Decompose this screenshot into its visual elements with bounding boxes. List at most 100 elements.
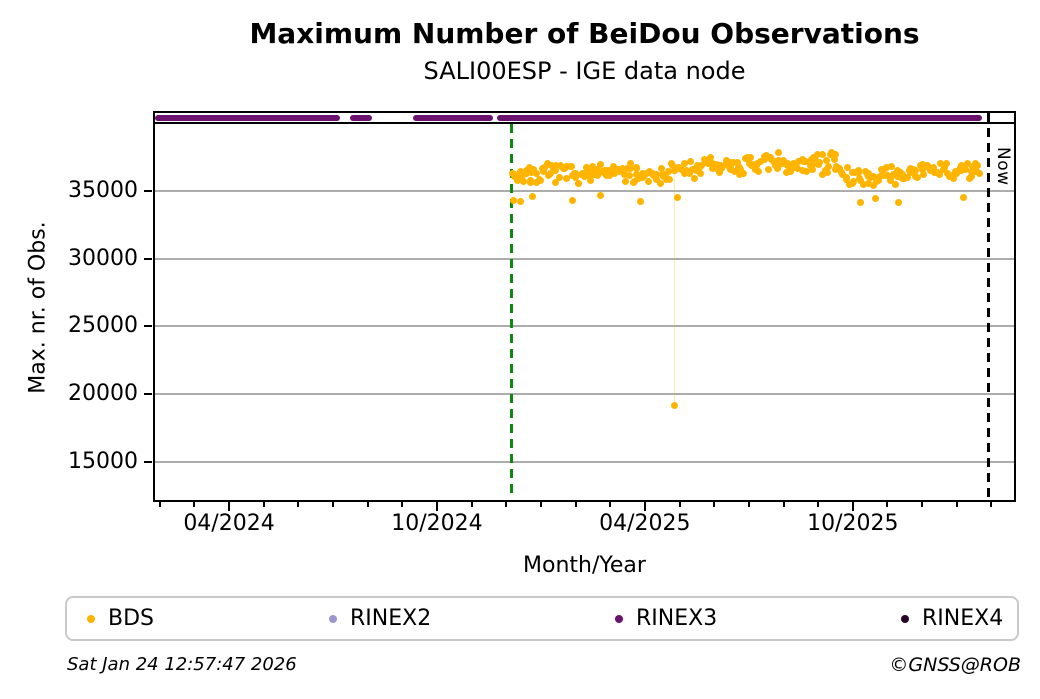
bds-point (708, 164, 716, 172)
bds-point (819, 170, 827, 178)
bds-point (818, 151, 826, 159)
x-major-tick (435, 502, 438, 511)
bds-point (610, 170, 618, 178)
bds-point (697, 169, 705, 177)
bds-point (707, 153, 715, 161)
x-minor-tick (886, 502, 889, 507)
bds-point (882, 164, 890, 172)
bds-point (519, 172, 527, 180)
y-tick (144, 257, 152, 260)
y-tick (144, 461, 152, 464)
bds-point (856, 176, 864, 184)
x-minor-tick (331, 502, 334, 507)
rinex-strip-segment (155, 115, 341, 121)
bds-point (836, 165, 844, 173)
bds-point (583, 167, 591, 175)
bds-point (656, 179, 664, 187)
legend-item-bds: BDS (87, 598, 154, 639)
bds-point (511, 172, 519, 180)
bds-point (727, 166, 735, 174)
bds-point (681, 159, 689, 167)
y-tick-label: 35000 (68, 177, 138, 203)
bds-point (869, 173, 877, 181)
legend-label-rinex2: RINEX2 (350, 606, 432, 631)
bds-point (787, 167, 795, 175)
bds-point (857, 198, 865, 206)
bds-point (940, 166, 948, 173)
bds-point (765, 165, 773, 173)
x-minor-tick (609, 502, 612, 507)
bds-point (859, 180, 867, 188)
legend-label-bds: BDS (108, 606, 154, 631)
bds-point (824, 168, 832, 176)
bds-point (743, 154, 751, 162)
bds-point (593, 172, 601, 180)
bds-point (690, 175, 698, 183)
x-minor-tick (401, 502, 404, 507)
bds-point (527, 176, 535, 184)
bds-point (962, 166, 970, 174)
bds-point (888, 162, 896, 170)
bds-point (731, 167, 739, 175)
bds-point (842, 175, 850, 183)
bds-point (844, 163, 852, 171)
bds-point (633, 165, 641, 173)
y-tick-label: 30000 (68, 245, 138, 271)
bds-point (967, 173, 975, 181)
x-minor-tick (262, 502, 265, 507)
bds-point (621, 177, 629, 185)
bds-point (528, 192, 536, 200)
legend-item-rinex2: RINEX2 (329, 598, 431, 639)
bds-point (569, 196, 577, 204)
bds-point (963, 159, 971, 167)
bds-point (588, 163, 596, 171)
bds-point (808, 160, 816, 168)
legend-label-rinex3: RINEX3 (636, 606, 718, 631)
rinex4-marker-icon (901, 614, 909, 623)
bds-point (919, 165, 927, 173)
bds-point (772, 161, 780, 169)
bds-point (918, 161, 926, 169)
x-minor-tick (817, 502, 820, 507)
bds-point (895, 173, 903, 181)
bds-point (943, 160, 951, 168)
bds-point (526, 164, 534, 172)
bds-point (960, 194, 967, 202)
bds-point (691, 165, 699, 173)
bds-point (812, 156, 820, 164)
bds-point (794, 158, 802, 166)
bds-point (516, 198, 524, 206)
bds-point (509, 196, 517, 204)
bds-point (919, 170, 927, 178)
bds-point (589, 171, 597, 179)
bds-point (912, 167, 920, 175)
bds-point (606, 171, 614, 179)
x-minor-tick (678, 502, 681, 507)
bds-point (814, 150, 822, 158)
bds-point (973, 162, 981, 170)
bds-point (685, 170, 693, 178)
outlier-drop-line (673, 166, 675, 406)
y-gridline (155, 189, 1014, 192)
bds-point (827, 150, 835, 158)
bds-point (574, 180, 582, 188)
y-axis-label: Max. nr. of Obs. (25, 221, 51, 394)
x-minor-tick (539, 502, 542, 507)
bds-point (930, 163, 938, 171)
x-minor-tick (713, 502, 716, 507)
bds-point (620, 170, 628, 178)
bds-point (708, 159, 716, 167)
bds-point (906, 168, 914, 176)
legend-item-rinex3: RINEX3 (615, 598, 717, 639)
bds-point (726, 159, 734, 167)
bds-point (716, 168, 724, 176)
bds-point (686, 157, 694, 165)
x-minor-tick (747, 502, 750, 507)
bds-point (548, 162, 556, 170)
x-minor-tick (193, 502, 196, 507)
bds-point (609, 163, 617, 171)
x-minor-tick (297, 502, 300, 507)
now-line (987, 113, 991, 500)
bds-point (891, 180, 899, 188)
chart-subtitle: SALI00ESP - IGE data node (423, 57, 746, 85)
